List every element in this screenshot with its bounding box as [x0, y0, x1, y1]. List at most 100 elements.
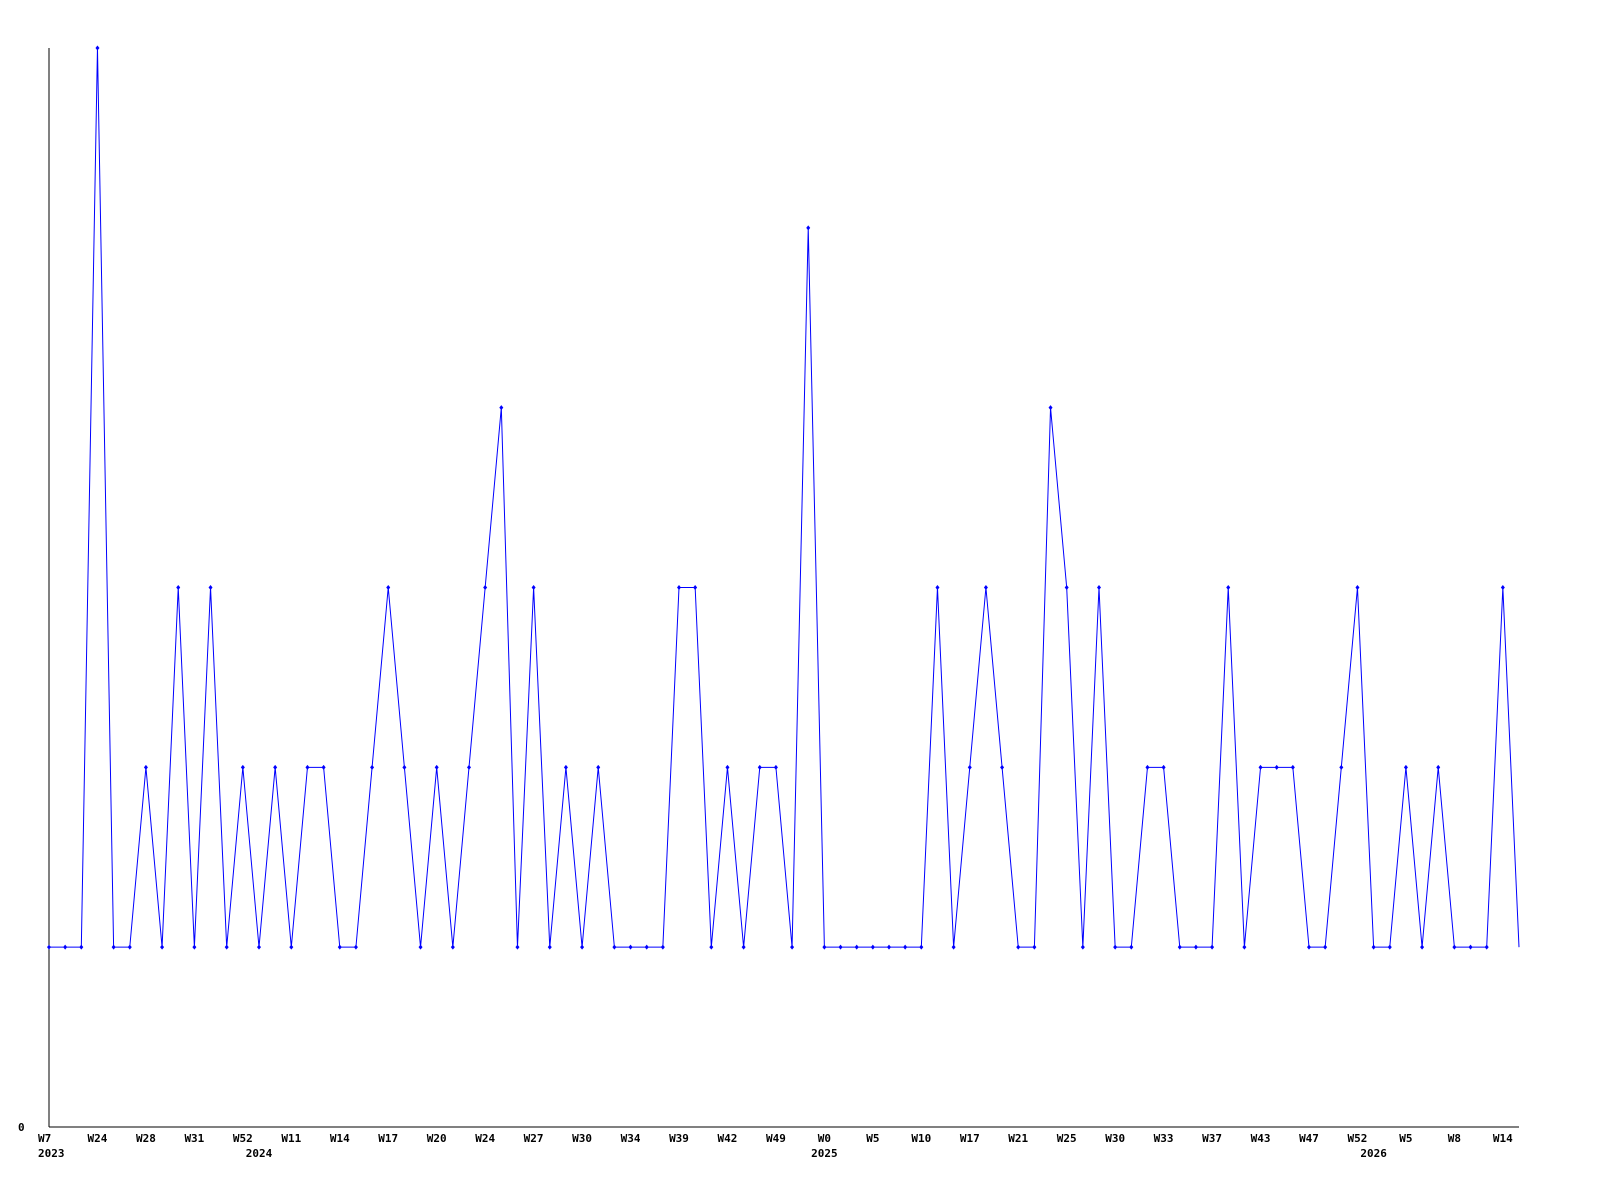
data-point — [887, 944, 891, 950]
data-point — [1000, 764, 1005, 770]
x-tick-label: W30 — [572, 1132, 592, 1145]
x-year-label: 2026 — [1360, 1147, 1387, 1160]
data-point — [95, 45, 100, 51]
data-point — [1420, 944, 1425, 950]
data-point — [1064, 585, 1069, 590]
data-point — [903, 944, 908, 950]
data-point — [1484, 944, 1489, 950]
data-point — [547, 944, 552, 950]
x-tick-label: W31 — [184, 1132, 204, 1145]
data-point — [79, 944, 84, 950]
data-point — [176, 585, 181, 590]
data-point — [1290, 764, 1295, 770]
x-year-label: 2024 — [246, 1147, 273, 1160]
data-point — [305, 764, 310, 770]
data-point — [531, 585, 536, 590]
x-year-label: 2023 — [38, 1147, 65, 1160]
x-tick-label: W11 — [281, 1132, 301, 1145]
data-point — [111, 944, 116, 950]
x-tick-label: W52 — [233, 1132, 253, 1145]
data-point — [386, 585, 391, 590]
data-point — [1242, 944, 1247, 950]
data-point — [741, 944, 746, 950]
data-point — [1500, 585, 1505, 590]
data-point — [983, 585, 988, 590]
data-point — [693, 585, 698, 590]
data-point — [1371, 944, 1376, 950]
data-point — [127, 944, 132, 950]
data-point — [790, 944, 795, 950]
x-tick-label: W25 — [1057, 1132, 1077, 1145]
x-tick-label: W5 — [1399, 1132, 1412, 1145]
data-point — [1436, 764, 1441, 770]
data-point — [1339, 764, 1344, 770]
data-point — [1080, 944, 1085, 950]
data-point — [660, 944, 665, 950]
data-point — [563, 764, 568, 770]
x-tick-label: W17 — [378, 1132, 398, 1145]
data-point — [612, 944, 617, 950]
data-point — [1452, 944, 1457, 950]
data-point — [450, 944, 455, 950]
data-point — [370, 764, 375, 770]
data-point — [1403, 764, 1408, 770]
x-tick-label: W17 — [960, 1132, 980, 1145]
data-point — [402, 764, 407, 770]
x-tick-label: W34 — [621, 1132, 641, 1145]
x-tick-label: W21 — [1008, 1132, 1028, 1145]
data-point — [757, 764, 762, 770]
data-point — [1145, 764, 1150, 770]
data-point — [1468, 944, 1473, 950]
data-point — [919, 944, 924, 950]
data-point — [337, 944, 342, 950]
data-point — [273, 764, 278, 770]
data-point — [1355, 585, 1360, 590]
data-point — [1307, 944, 1311, 950]
data-point — [257, 944, 261, 950]
data-point — [499, 405, 504, 411]
data-point — [353, 944, 358, 950]
data-point — [160, 944, 165, 950]
data-point — [967, 764, 972, 770]
x-tick-label: W8 — [1448, 1132, 1461, 1145]
data-point — [628, 944, 633, 950]
data-point — [677, 585, 681, 590]
data-point — [838, 944, 843, 950]
x-tick-label: W24 — [475, 1132, 495, 1145]
data-point — [289, 944, 294, 950]
data-point — [580, 944, 585, 950]
data-point — [321, 764, 326, 770]
data-point — [515, 944, 520, 950]
data-point — [1113, 944, 1118, 950]
x-tick-label: W43 — [1251, 1132, 1271, 1145]
x-tick-label: W14 — [330, 1132, 350, 1145]
data-point — [1274, 764, 1279, 770]
data-point — [644, 944, 649, 950]
data-point — [822, 944, 827, 950]
data-point — [1210, 944, 1215, 950]
data-point — [935, 585, 940, 590]
data-point — [1161, 764, 1166, 770]
data-point — [870, 944, 875, 950]
x-tick-label: W42 — [718, 1132, 738, 1145]
data-point — [63, 944, 68, 950]
x-tick-label: W37 — [1202, 1132, 1222, 1145]
data-point — [240, 764, 245, 770]
data-point — [192, 944, 197, 950]
data-point — [596, 764, 601, 770]
x-tick-label: W10 — [911, 1132, 931, 1145]
data-point — [854, 944, 859, 950]
data-point — [951, 944, 956, 950]
data-point — [1258, 764, 1263, 770]
data-point — [434, 764, 439, 770]
data-point — [1016, 944, 1021, 950]
data-point — [467, 764, 471, 770]
data-point — [1129, 944, 1134, 950]
data-point — [725, 764, 730, 770]
x-tick-label: W27 — [524, 1132, 544, 1145]
data-point — [1048, 405, 1053, 411]
x-tick-label: W30 — [1105, 1132, 1125, 1145]
x-tick-label: W0 — [818, 1132, 831, 1145]
data-point — [1177, 944, 1182, 950]
